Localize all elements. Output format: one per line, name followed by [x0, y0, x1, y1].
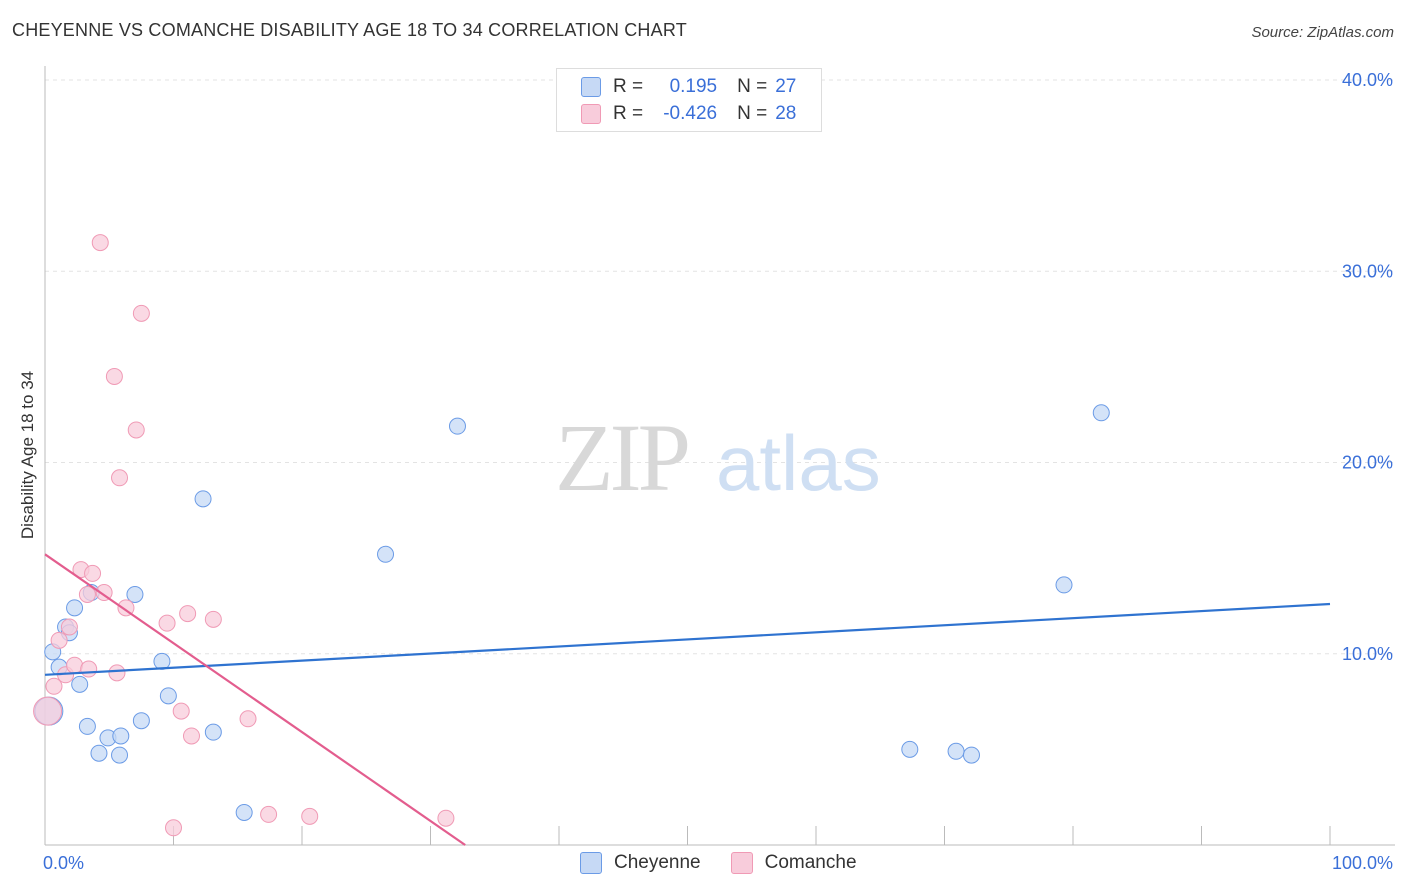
cheyenne-point — [194, 490, 212, 508]
legend-label-cheyenne: Cheyenne — [614, 852, 701, 873]
cheyenne-point — [132, 712, 150, 730]
comanche-point — [50, 631, 68, 649]
y-tick-label: 10.0% — [1342, 644, 1393, 664]
comanche-point — [66, 656, 84, 674]
cheyenne-point — [1055, 576, 1073, 594]
comanche-swatch — [730, 852, 753, 874]
tick-labels: 10.0% 20.0% 30.0% 40.0% 0.0% 100.0% — [43, 70, 1393, 873]
cheyenne-trend-line — [44, 602, 1331, 676]
cheyenne-swatch — [580, 852, 602, 874]
n-label: N = — [737, 76, 768, 97]
comanche-trend-line — [44, 553, 466, 846]
comanche-point — [239, 710, 257, 728]
cheyenne-point — [71, 675, 89, 693]
comanche-point — [182, 727, 200, 745]
cheyenne-point — [90, 744, 108, 762]
x-tick-label: 100.0% — [1332, 853, 1393, 873]
cheyenne-point — [126, 585, 144, 603]
cheyenne-point — [112, 727, 130, 745]
cheyenne-point — [962, 746, 980, 764]
correlation-legend: R = 0.195 N = 27 R = -0.426 N = 28 — [556, 68, 822, 132]
x-tick-label: 0.0% — [43, 853, 84, 873]
cheyenne-point — [159, 687, 177, 705]
series-legend: Cheyenne Comanche — [580, 852, 887, 874]
watermark-zip: ZIP — [555, 404, 688, 511]
comanche-point — [78, 585, 96, 603]
y-axis-label: Disability Age 18 to 34 — [18, 370, 37, 540]
cheyenne-point — [204, 723, 222, 741]
comanche-point — [91, 234, 109, 252]
comanche-point — [204, 610, 222, 628]
legend-item-comanche: Comanche — [730, 852, 857, 874]
cheyenne-point — [1092, 404, 1110, 422]
data-points — [33, 234, 1110, 837]
r-value: -0.426 — [663, 103, 718, 124]
comanche-point — [158, 614, 176, 632]
cheyenne-swatch — [581, 77, 601, 97]
legend-label-comanche: Comanche — [764, 852, 857, 873]
legend-row-cheyenne: R = 0.195 N = 27 — [581, 75, 796, 99]
r-label: R = — [613, 76, 644, 97]
n-value: 28 — [775, 103, 797, 124]
y-tick-label: 20.0% — [1342, 453, 1393, 473]
cheyenne-point — [78, 717, 96, 735]
watermark-atlas: atlas — [716, 419, 881, 507]
source-label: Source: ZipAtlas.com — [1251, 24, 1394, 41]
y-tick-label: 30.0% — [1342, 261, 1393, 281]
comanche-point — [260, 805, 278, 823]
r-label: R = — [613, 103, 644, 124]
trend-lines — [44, 553, 1331, 846]
comanche-point — [165, 819, 182, 837]
legend-row-comanche: R = -0.426 N = 28 — [581, 102, 796, 126]
comanche-point — [132, 304, 150, 322]
comanche-swatch — [581, 104, 601, 124]
comanche-point — [45, 677, 63, 695]
comanche-point — [105, 367, 123, 385]
comanche-point — [95, 584, 113, 602]
comanche-point — [80, 660, 98, 678]
chart-title: CHEYENNE VS COMANCHE DISABILITY AGE 18 T… — [12, 20, 687, 40]
watermark: ZIP atlas — [555, 404, 881, 511]
r-value: 0.195 — [669, 76, 718, 97]
y-tick-label: 40.0% — [1342, 70, 1393, 90]
comanche-point — [437, 809, 455, 827]
grid-lines — [45, 79, 1395, 655]
cheyenne-point — [111, 746, 129, 764]
cheyenne-point — [235, 803, 253, 821]
comanche-point — [60, 618, 78, 636]
comanche-point — [84, 564, 102, 582]
comanche-point — [179, 605, 197, 623]
comanche-point — [108, 664, 126, 682]
n-value: 27 — [775, 76, 797, 97]
comanche-point — [33, 696, 63, 726]
comanche-point — [127, 421, 145, 439]
cheyenne-point — [448, 417, 466, 435]
comanche-point — [111, 469, 129, 487]
cheyenne-point — [377, 545, 395, 563]
comanche-point — [172, 702, 190, 720]
legend-item-cheyenne: Cheyenne — [580, 852, 701, 874]
n-label: N = — [737, 103, 768, 124]
cheyenne-point — [901, 740, 919, 758]
comanche-point — [301, 807, 319, 825]
cheyenne-point — [947, 742, 965, 760]
cheyenne-point — [66, 599, 84, 617]
